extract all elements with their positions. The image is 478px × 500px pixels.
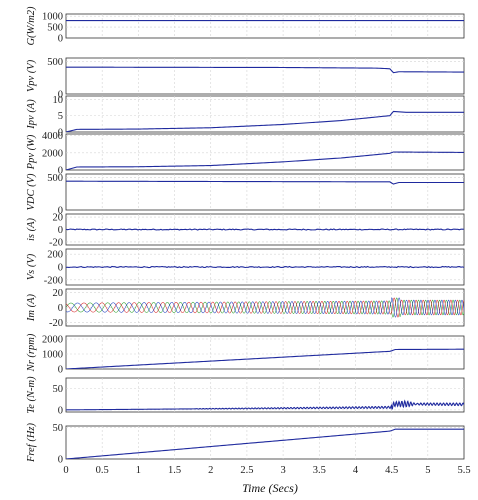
y-tick-label: 50 [53, 423, 64, 434]
y-tick-label: 500 [47, 23, 63, 34]
series-line-8-1 [66, 297, 464, 318]
panel-frame [65, 335, 465, 370]
y-axis-label: Te (N-m) [26, 376, 37, 414]
y-tick-label: 50 [53, 384, 64, 395]
series-line-3-1 [66, 110, 464, 132]
y-tick-label: 500 [47, 173, 63, 184]
x-tick-label: 5.5 [457, 465, 470, 476]
y-axis-label: G(W/m2) [26, 6, 37, 46]
x-tick-label: 2.5 [240, 465, 253, 476]
y-tick-label: 0 [58, 128, 63, 139]
y-axis-label: Vs (V) [26, 253, 37, 280]
panel-frame [65, 288, 465, 327]
x-axis-title: Time (Secs) [242, 481, 298, 495]
y-tick-label: 2000 [42, 148, 63, 159]
y-tick-label: 0 [58, 455, 63, 466]
x-tick-label: 1 [136, 465, 141, 476]
panel-4: 4000 2000 0 Ppv (W) [26, 131, 465, 177]
panel-frame [65, 377, 465, 413]
y-axis-label: is (A) [26, 217, 37, 241]
panel-frame [65, 95, 465, 133]
x-tick-label: 2 [208, 465, 213, 476]
y-tick-label: 0 [58, 90, 63, 101]
y-axis-label: Im (A) [26, 293, 37, 322]
y-tick-label: 200 [47, 250, 63, 261]
x-tick-label: 0 [63, 465, 68, 476]
panel-2: 500 0 Vpv (V) [26, 57, 465, 101]
y-axis-label: Fref (Hz) [26, 423, 37, 463]
y-tick-label: 10 [53, 95, 64, 106]
x-tick-label: 5 [425, 465, 430, 476]
series-line-4-1 [66, 151, 464, 170]
y-tick-label: 20 [53, 213, 64, 224]
y-tick-label: 4000 [42, 131, 63, 142]
y-axis-label: Ppv (W) [26, 134, 37, 170]
y-tick-label: 0 [58, 166, 63, 177]
panel-5: 500 0 VDC (V) [26, 173, 465, 217]
y-tick-label: -20 [49, 237, 63, 248]
panel-9: 2000 1000 0 Nr (rpm) [26, 333, 465, 376]
y-tick-label: 0 [58, 34, 63, 45]
panel-8: 20 0 -20 Im (A) [26, 288, 465, 329]
x-tick-label: 4.5 [385, 465, 398, 476]
y-tick-label: 0 [58, 303, 63, 314]
y-tick-label: 0 [58, 405, 63, 416]
y-tick-label: 0 [58, 365, 63, 376]
y-tick-label: 20 [53, 288, 64, 299]
series-line-5-1 [66, 180, 464, 185]
series-line-6-1 [66, 228, 464, 231]
x-tick-label: 4 [353, 465, 359, 476]
series-line-8-2 [66, 297, 464, 318]
series-line-8-3 [66, 297, 464, 318]
x-axis: 0 0.5 1 1.5 2 2.5 3 3.5 4 4.5 5 5.5 [63, 465, 470, 476]
y-tick-label: 5 [58, 111, 63, 122]
y-tick-label: 0 [58, 225, 63, 236]
x-tick-label: 3 [280, 465, 285, 476]
panel-6: 200-20 is (A) [26, 213, 465, 248]
y-tick-label: 1000 [42, 12, 63, 23]
panel-7: 200 0-200 Vs (V) [26, 248, 465, 286]
x-tick-label: 0.5 [96, 465, 109, 476]
y-axis-label: Ipv (A) [26, 99, 37, 130]
series-line-9-1 [66, 348, 464, 369]
y-tick-label: 0 [58, 263, 63, 274]
x-tick-label: 1.5 [168, 465, 181, 476]
panel-frame [65, 173, 465, 211]
series-line-10-1 [66, 399, 464, 411]
panel-frame [65, 57, 465, 95]
series-line-7-1 [66, 265, 464, 269]
y-tick-label: -20 [49, 318, 63, 329]
panel-3: 10 5 0 Ipv (A) [26, 95, 465, 139]
y-axis-label: Nr (rpm) [26, 333, 37, 372]
y-tick-label: 2000 [42, 335, 63, 346]
y-tick-label: 0 [58, 206, 63, 217]
panel-frame [65, 13, 465, 39]
y-tick-label: 1000 [42, 350, 63, 361]
y-tick-label: 500 [47, 57, 63, 68]
y-axis-label: Vpv (V) [26, 59, 37, 92]
y-axis-label: VDC (V) [26, 173, 37, 211]
series-line-11-1 [66, 428, 464, 459]
panel-11: 50 0 Fref (Hz) [26, 423, 465, 466]
x-tick-label: 3.5 [313, 465, 326, 476]
series-line-2-1 [66, 66, 464, 74]
y-tick-label: -200 [44, 275, 63, 286]
panel-10: 50 0 Te (N-m) [26, 376, 465, 416]
